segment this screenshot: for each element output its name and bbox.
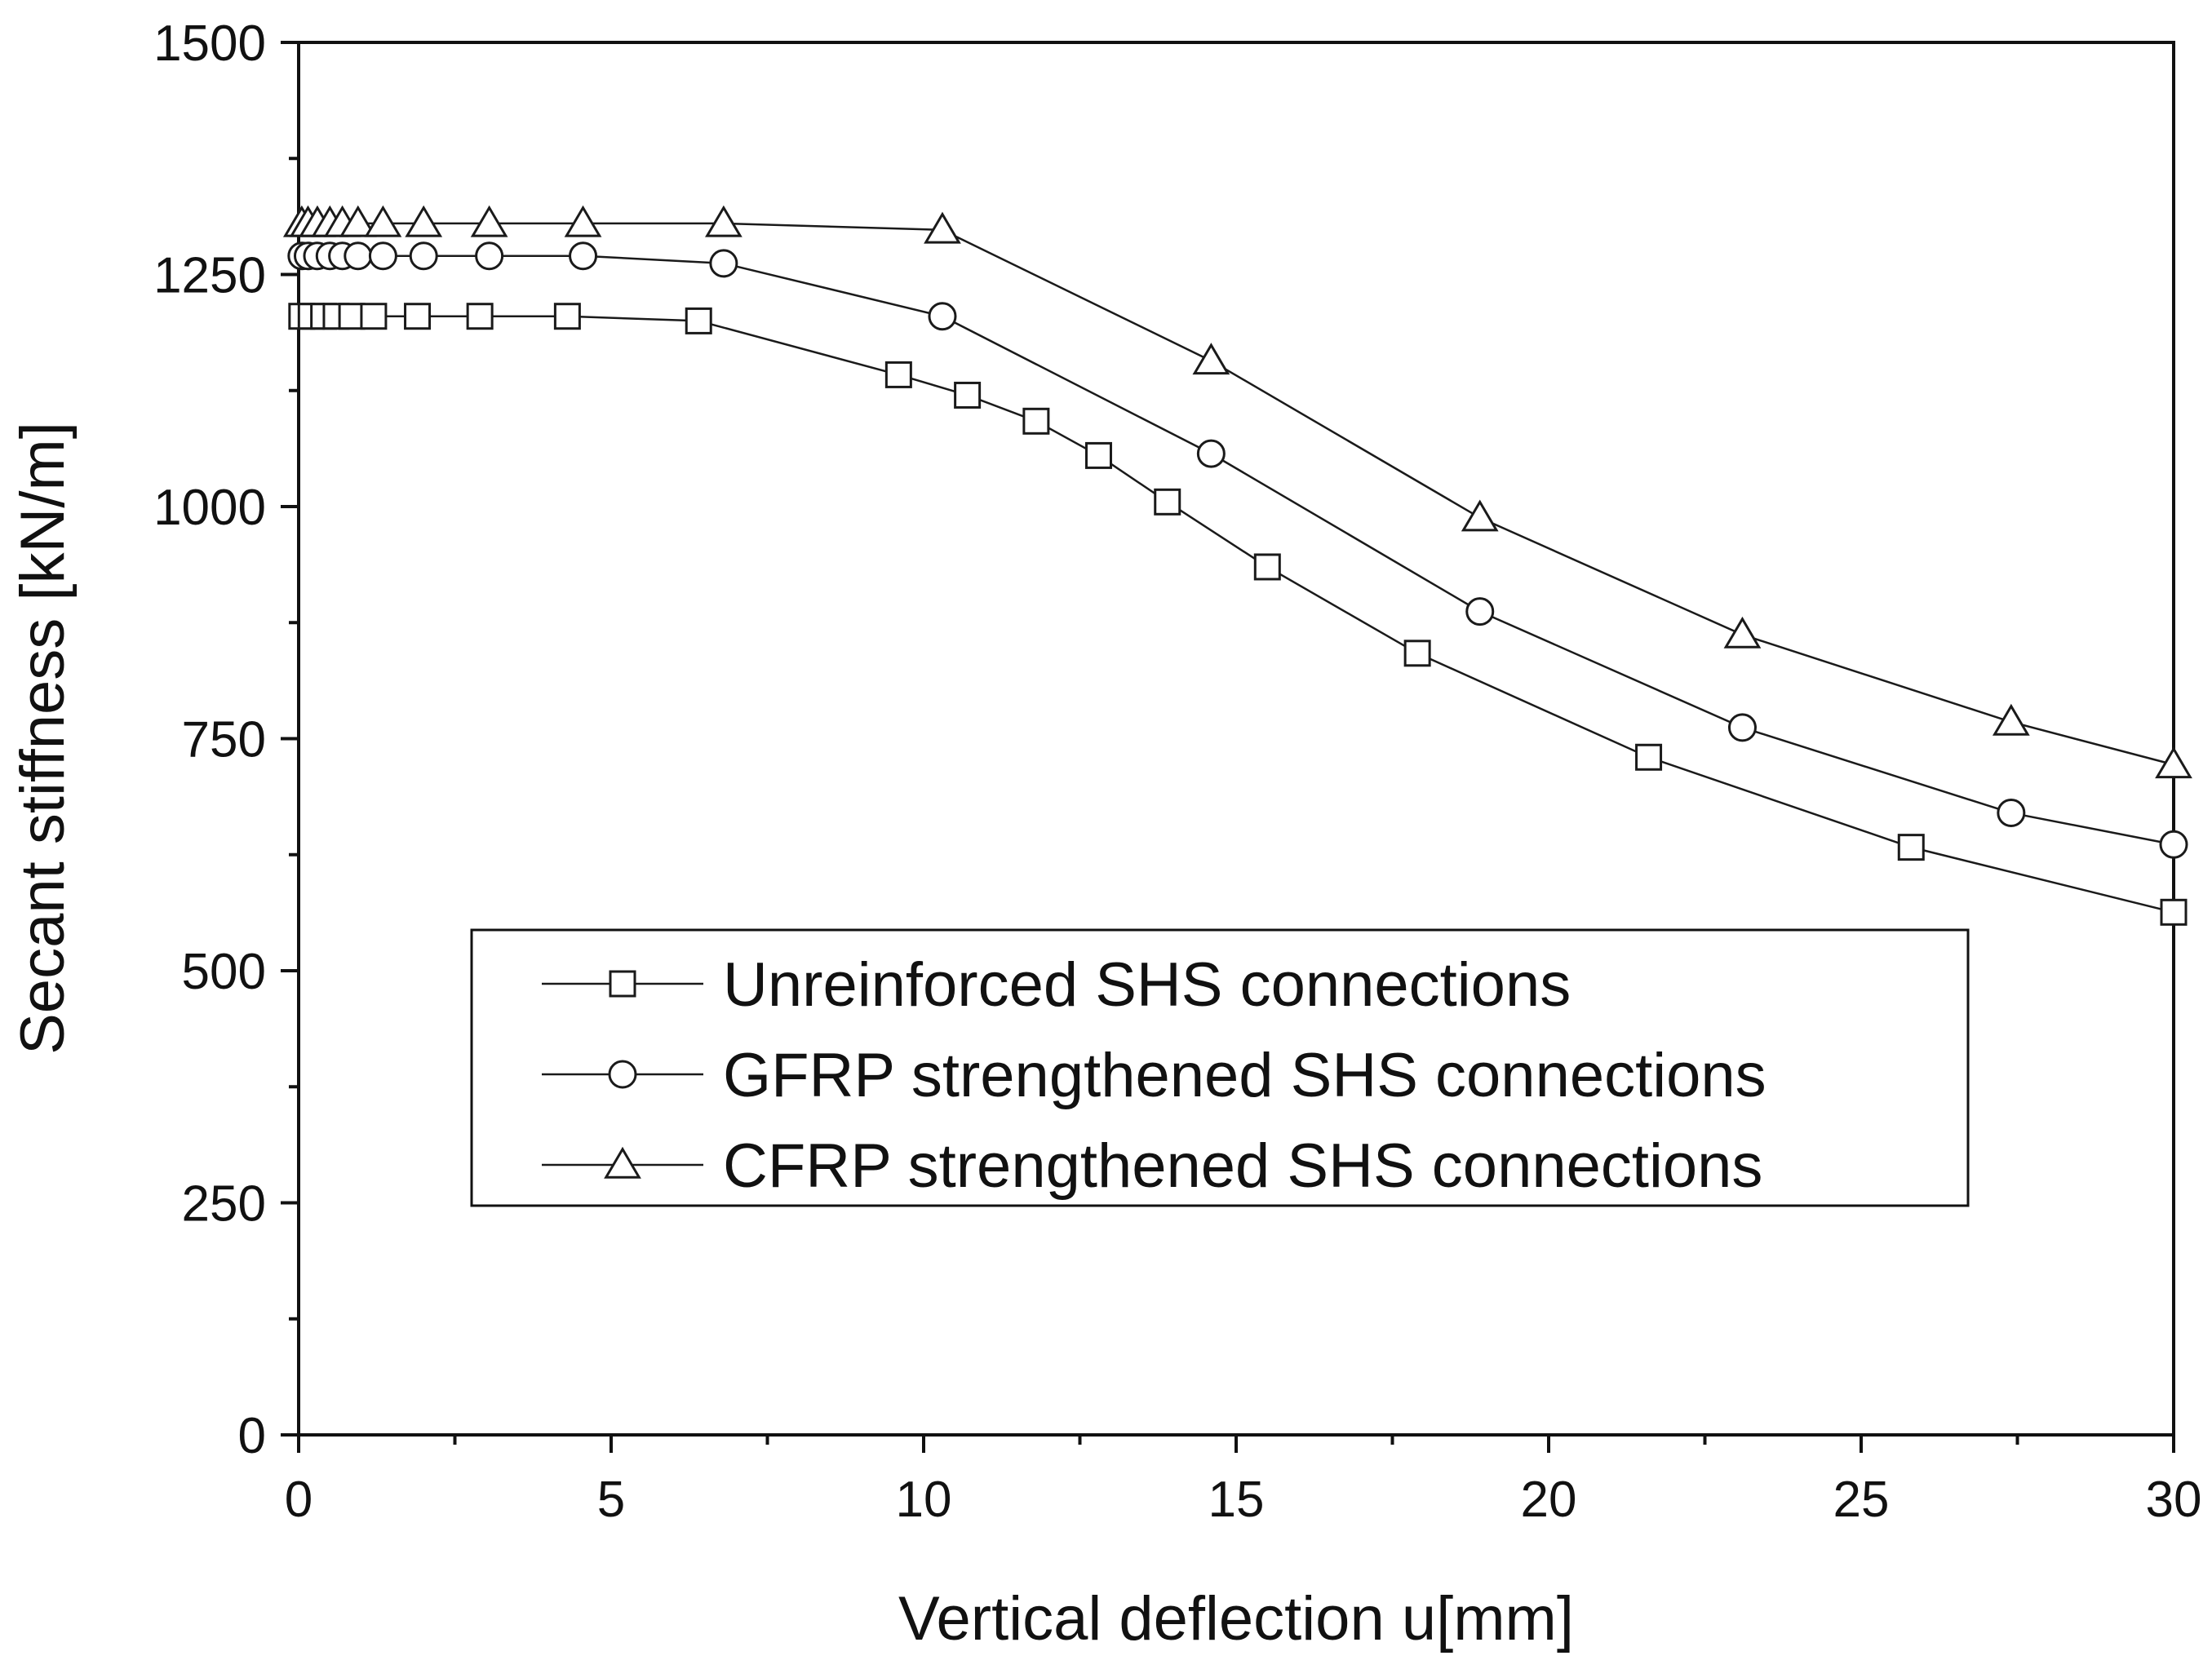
- data-point-circle: [1465, 597, 1495, 626]
- data-point-square: [1253, 553, 1281, 581]
- series-square: [288, 303, 2188, 926]
- y-tick-label: 250: [182, 1176, 266, 1233]
- legend-marker-triangle: [604, 1146, 641, 1179]
- y-tick-label: 1000: [153, 480, 266, 536]
- series-layer: [282, 205, 2192, 926]
- legend-entry: Unreinforced SHS connections: [542, 950, 1571, 1020]
- y-axis-tick-labels: 0 250 500 750 1000 1250 1500: [153, 15, 266, 1464]
- legend-label: GFRP strengthened SHS connections: [723, 1041, 1766, 1110]
- data-point-circle: [1997, 799, 2026, 828]
- y-axis-ticks: [281, 41, 299, 1437]
- data-point-circle: [409, 241, 438, 271]
- legend-entry: GFRP strengthened SHS connections: [542, 1041, 1766, 1110]
- data-point-square: [404, 303, 432, 330]
- x-axis-title: Vertical deflection u[mm]: [898, 1584, 1574, 1654]
- legend: Unreinforced SHS connections GFRP strengt…: [470, 928, 1970, 1207]
- x-tick-label: 0: [285, 1472, 313, 1528]
- x-tick-label: 10: [896, 1472, 952, 1528]
- data-point-square: [338, 303, 366, 330]
- data-point-circle: [344, 241, 373, 271]
- legend-marker-square: [609, 970, 636, 998]
- legend-label: CFRP strengthened SHS connections: [723, 1131, 1762, 1201]
- data-point-triangle: [705, 205, 743, 237]
- legend-marker-circle: [608, 1060, 637, 1089]
- data-point-circle: [709, 249, 738, 278]
- data-point-square: [954, 381, 982, 409]
- legend-entries: Unreinforced SHS connections GFRP strengt…: [542, 950, 1766, 1201]
- x-axis-ticks: [297, 1435, 2175, 1453]
- x-tick-label: 5: [597, 1472, 625, 1528]
- data-point-circle: [475, 241, 504, 271]
- data-point-square: [360, 303, 388, 330]
- x-tick-label: 30: [2146, 1472, 2202, 1528]
- data-point-triangle: [1723, 616, 1762, 649]
- data-point-triangle: [1192, 343, 1230, 375]
- data-point-triangle: [1461, 499, 1499, 532]
- legend-label: Unreinforced SHS connections: [723, 950, 1571, 1020]
- data-point-square: [1154, 488, 1181, 516]
- y-tick-label: 500: [182, 944, 266, 1000]
- data-point-circle: [1727, 713, 1757, 742]
- series-circle: [287, 241, 2188, 859]
- data-point-triangle: [2155, 746, 2192, 779]
- data-point-square: [685, 307, 712, 334]
- x-tick-label: 15: [1208, 1472, 1265, 1528]
- y-tick-label: 750: [182, 712, 266, 768]
- y-tick-label: 0: [238, 1408, 266, 1464]
- x-tick-label: 25: [1833, 1472, 1890, 1528]
- data-point-triangle: [364, 205, 402, 237]
- y-tick-label: 1500: [153, 15, 266, 72]
- data-point-square: [1084, 441, 1112, 469]
- legend-box: [470, 928, 1970, 1207]
- y-tick-label: 1250: [153, 248, 266, 304]
- data-point-square: [2160, 898, 2188, 926]
- data-point-triangle: [564, 205, 602, 237]
- y-axis-title: Secant stiffness [kN/m]: [8, 422, 78, 1055]
- data-point-square: [466, 303, 494, 330]
- data-point-square: [884, 361, 912, 388]
- data-point-circle: [569, 241, 598, 271]
- data-point-circle: [2159, 830, 2188, 859]
- legend-entry: CFRP strengthened SHS connections: [542, 1131, 1762, 1201]
- data-point-square: [1022, 407, 1050, 435]
- x-tick-label: 20: [1521, 1472, 1577, 1528]
- data-point-square: [1897, 834, 1925, 861]
- data-point-square: [1635, 743, 1663, 771]
- data-point-triangle: [924, 211, 961, 244]
- data-point-triangle: [470, 205, 508, 237]
- data-point-triangle: [1992, 703, 2030, 736]
- data-point-square: [553, 303, 581, 330]
- data-point-circle: [368, 241, 397, 271]
- data-point-circle: [928, 302, 957, 331]
- x-axis-tick-labels: 0 5 10 15 20 25 30: [285, 1472, 2202, 1528]
- data-point-square: [1403, 640, 1431, 667]
- data-point-triangle: [405, 205, 443, 237]
- data-point-triangle: [339, 205, 377, 237]
- series-triangle: [282, 205, 2192, 779]
- data-point-circle: [1196, 439, 1226, 468]
